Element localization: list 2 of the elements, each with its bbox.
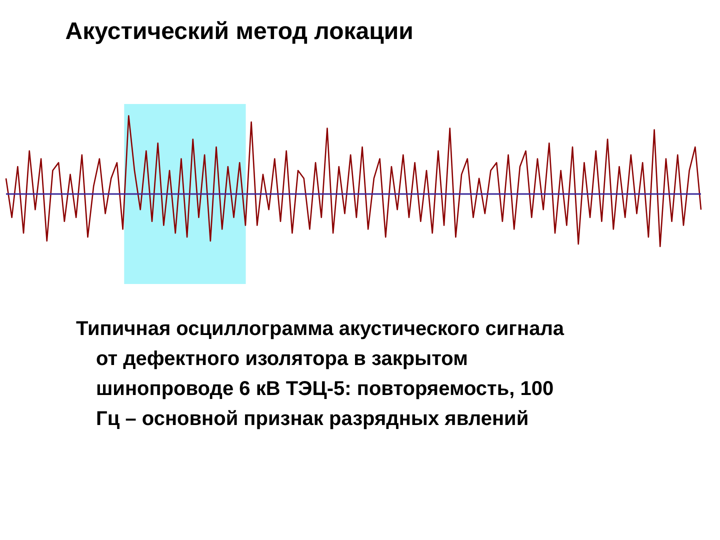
chart-title: Акустический метод локации [65, 18, 414, 45]
text: Типичная осциллограмма акустического сигнала от дефектного изолятора в закрытом шинопроводе 6 кВ ТЭЦ-5: повторяемость, 100 Гц – основной признак разрядных явлений [76, 318, 565, 430]
